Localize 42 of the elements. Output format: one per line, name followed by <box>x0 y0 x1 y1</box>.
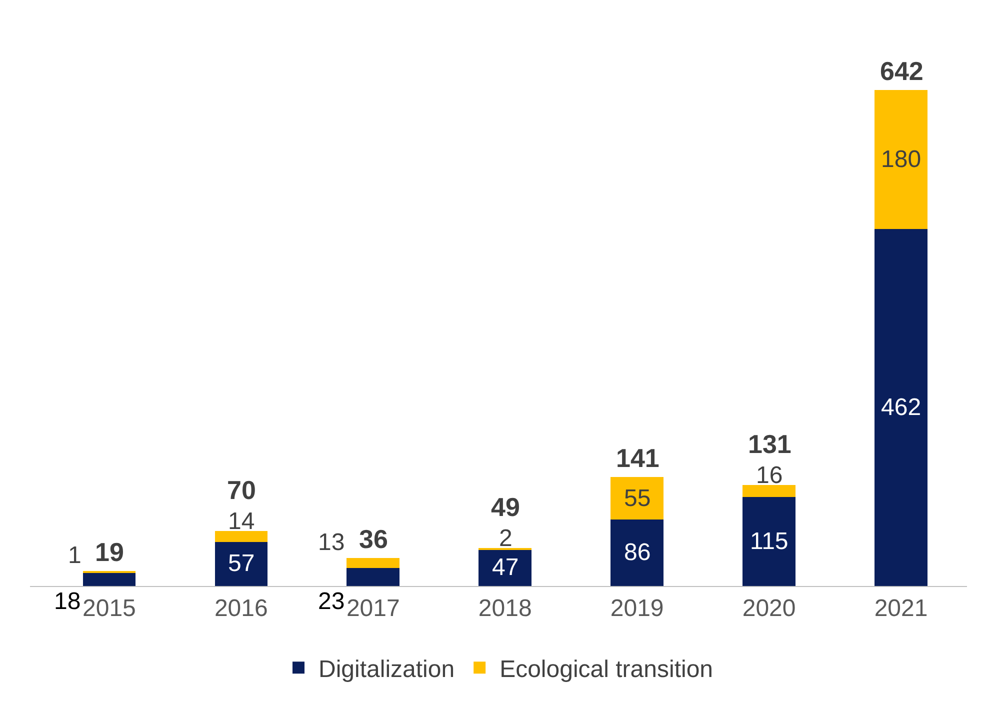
x-tick-label: 2019 <box>610 594 664 622</box>
data-label: 55 <box>624 485 651 512</box>
total-label: 70 <box>227 475 256 505</box>
bar <box>478 550 532 586</box>
x-tick-label: 2015 <box>82 594 136 622</box>
data-label: 1 <box>68 542 82 569</box>
data-label: 13 <box>318 529 345 556</box>
bar <box>214 542 268 586</box>
total-label: 131 <box>748 429 792 459</box>
total-label: 36 <box>359 524 388 554</box>
total-label: 141 <box>616 443 660 473</box>
x-tick-label: 2016 <box>214 594 268 622</box>
data-label: 180 <box>881 146 922 173</box>
bar <box>874 229 928 586</box>
bar <box>214 531 268 542</box>
data-label: 14 <box>228 508 255 535</box>
total-label: 642 <box>880 56 924 86</box>
data-label: 16 <box>756 462 783 489</box>
x-tick-label: 2021 <box>874 594 928 622</box>
total-label: 19 <box>95 537 124 567</box>
data-label: 86 <box>624 539 651 566</box>
bar <box>742 484 796 498</box>
data-label: 47 <box>492 554 519 581</box>
data-label: 2 <box>499 525 512 552</box>
x-tick-label: 2018 <box>478 594 532 622</box>
data-label: 23 <box>318 588 345 615</box>
bar <box>742 497 796 586</box>
data-label: 57 <box>228 550 255 577</box>
x-tick-label: 2020 <box>742 594 796 622</box>
data-label: 115 <box>750 528 788 555</box>
bar <box>346 558 400 568</box>
x-tick-label: 2017 <box>346 594 400 622</box>
bar <box>610 477 664 520</box>
data-label: 462 <box>881 394 922 421</box>
total-label: 49 <box>491 492 520 522</box>
bar <box>346 568 400 586</box>
bar <box>610 520 664 586</box>
legend-label: Digitalization <box>318 656 455 683</box>
bar <box>874 90 928 230</box>
legend-label: Ecological transition <box>500 656 714 683</box>
data-label: 18 <box>54 588 81 615</box>
bar <box>82 572 136 586</box>
